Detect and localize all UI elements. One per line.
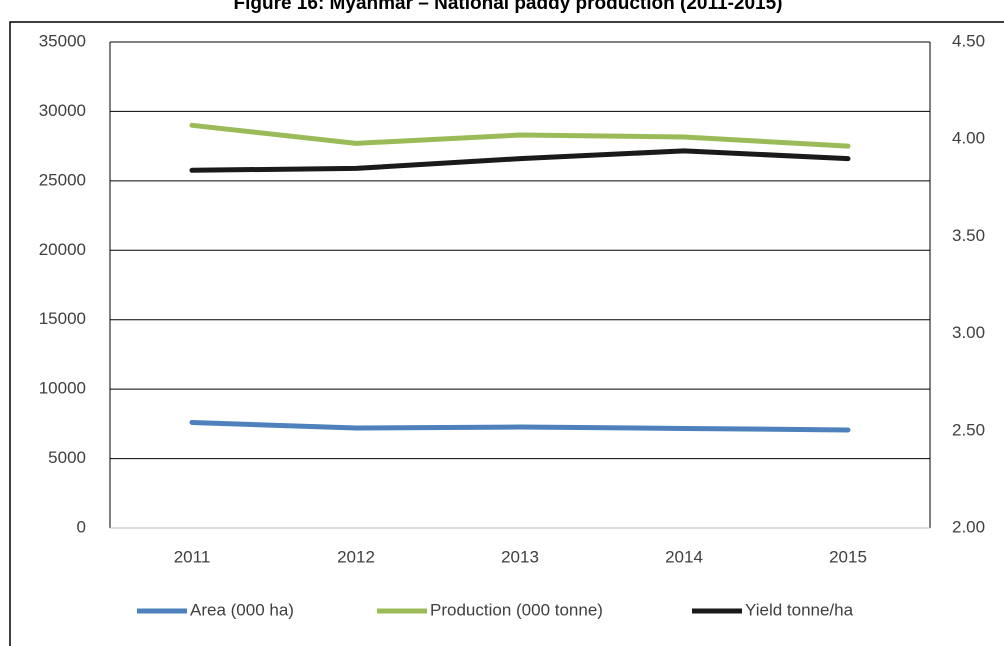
y2-tick-label: 4.00 [952,129,985,148]
x-tick-label: 2013 [501,547,539,566]
y-tick-label: 10000 [39,379,86,398]
y-tick-label: 20000 [39,240,86,259]
y2-tick-label: 3.50 [952,226,985,245]
y-tick-label: 35000 [39,31,86,50]
y2-tick-label: 2.50 [952,420,985,439]
x-tick-label: 2014 [665,547,703,566]
chart-title: Figure 16: Myanmar – National paddy prod… [233,0,782,14]
x-tick-label: 2015 [829,547,867,566]
y2-tick-label: 4.50 [952,31,985,50]
series-line [189,419,851,433]
chart-frame [9,21,1004,646]
y-tick-label: 25000 [39,170,86,189]
y-tick-label: 0 [77,517,86,536]
y-tick-label: 30000 [39,101,86,120]
legend-label: Production (000 tonne) [430,600,603,619]
legend-label: Area (000 ha) [190,600,294,619]
y-tick-label: 15000 [39,309,86,328]
x-tick-label: 2011 [174,547,211,566]
series-line [189,122,851,149]
series-line [189,148,851,173]
y2-tick-label: 2.00 [952,517,985,536]
x-tick-label: 2012 [337,547,375,566]
y-tick-label: 5000 [48,448,86,467]
legend-label: Yield tonne/ha [745,600,854,619]
y2-tick-label: 3.00 [952,323,985,342]
